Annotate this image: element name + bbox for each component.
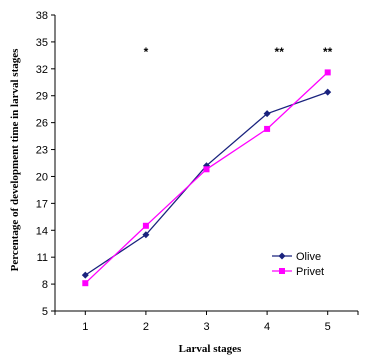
series-olive bbox=[81, 88, 332, 279]
x-tick-label: 4 bbox=[264, 321, 270, 333]
legend: Olive Privet bbox=[272, 251, 324, 278]
legend-label: Olive bbox=[296, 251, 321, 263]
y-tick-label: 5 bbox=[42, 306, 48, 318]
y-tick-label: 35 bbox=[36, 37, 48, 49]
series-privet bbox=[82, 69, 331, 287]
y-tick-label: 11 bbox=[37, 252, 48, 264]
x-tick-label: 3 bbox=[203, 321, 209, 333]
significance-marker: ** bbox=[323, 45, 333, 59]
y-tick-label: 38 bbox=[36, 10, 48, 22]
data-point bbox=[263, 110, 271, 118]
y-tick-label: 32 bbox=[36, 64, 48, 76]
data-point bbox=[264, 125, 271, 132]
legend-label: Privet bbox=[296, 266, 324, 278]
data-point bbox=[81, 271, 89, 279]
x-tick-label: 2 bbox=[143, 321, 149, 333]
x-axis-title: Larval stages bbox=[179, 343, 242, 355]
y-tick-label: 8 bbox=[42, 279, 48, 291]
data-point bbox=[203, 166, 210, 173]
legend-item-olive: Olive bbox=[272, 251, 321, 263]
data-point bbox=[142, 222, 149, 229]
y-tick-label: 14 bbox=[36, 225, 48, 237]
x-tick-label: 5 bbox=[325, 321, 331, 333]
x-tick-label: 1 bbox=[82, 321, 88, 333]
series-line bbox=[84, 91, 328, 276]
data-point bbox=[324, 69, 331, 76]
data-point bbox=[324, 88, 332, 96]
legend-item-privet: Privet bbox=[272, 266, 324, 278]
data-point bbox=[82, 280, 89, 287]
y-tick-label: 17 bbox=[36, 198, 48, 210]
y-axis-title: Percentage of development time in larval… bbox=[9, 48, 21, 272]
legend-swatch-marker bbox=[278, 252, 286, 260]
data-point bbox=[142, 231, 150, 239]
y-tick-label: 26 bbox=[36, 118, 48, 130]
y-tick-label: 29 bbox=[36, 91, 48, 103]
legend-swatch-marker bbox=[279, 268, 285, 274]
annotations: * ** ** bbox=[144, 45, 333, 59]
y-tick-label: 20 bbox=[36, 171, 48, 183]
significance-marker: ** bbox=[275, 45, 285, 59]
series-layer bbox=[81, 69, 332, 287]
significance-marker: * bbox=[144, 45, 149, 59]
y-tick-label: 23 bbox=[36, 145, 48, 157]
